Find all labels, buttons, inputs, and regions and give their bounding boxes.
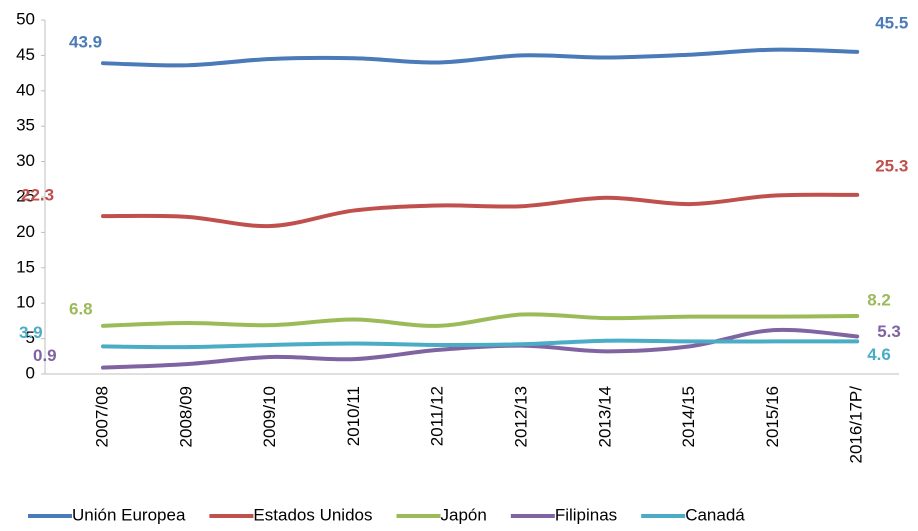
data-label: 5.3 [877, 322, 901, 341]
data-label: 22.3 [21, 186, 54, 205]
y-tick-label: 15 [16, 257, 35, 276]
x-tick-label: 2013/14 [595, 386, 614, 447]
x-tick-label: 2014/15 [679, 386, 698, 447]
data-label: 3.9 [19, 323, 43, 342]
y-tick-label: 10 [16, 293, 35, 312]
data-label: 8.2 [867, 290, 891, 309]
series-line [101, 312, 860, 328]
x-tick-label: 2012/13 [511, 386, 530, 447]
x-tick-label: 2011/12 [428, 386, 447, 446]
y-tick-label: 25 [16, 186, 35, 205]
y-tick-label: 35 [16, 116, 35, 135]
y-tick-label: 45 [16, 45, 35, 64]
data-label: 6.8 [69, 299, 93, 318]
y-tick-label: 30 [16, 151, 35, 170]
x-tick-label: 2016/17P/ [847, 386, 866, 464]
y-tick-label: 5 [26, 328, 35, 347]
x-tick-label: 2007/08 [92, 386, 111, 447]
y-tick-label: 0 [26, 363, 35, 382]
legend-label: Estados Unidos [253, 505, 372, 524]
legend-label: Canadá [685, 505, 745, 524]
series-line [101, 47, 860, 68]
y-tick-label: 50 [16, 9, 35, 28]
y-tick-label: 40 [16, 80, 35, 99]
series-line [101, 327, 860, 370]
data-label: 25.3 [875, 156, 908, 175]
x-tick-label: 2009/10 [260, 386, 279, 447]
series-line [101, 192, 860, 229]
legend-label: Unión Europea [72, 505, 186, 524]
legend-label: Filipinas [555, 505, 617, 524]
data-label: 45.5 [875, 13, 908, 32]
data-label: 4.6 [867, 345, 891, 364]
data-label: 43.9 [69, 33, 102, 52]
legend-label: Japón [441, 505, 487, 524]
x-tick-label: 2010/11 [344, 386, 363, 446]
x-tick-label: 2015/16 [763, 386, 782, 447]
series-line [101, 338, 860, 350]
data-label: 0.9 [33, 346, 57, 365]
y-tick-label: 20 [16, 222, 35, 241]
x-tick-label: 2008/09 [176, 386, 195, 447]
